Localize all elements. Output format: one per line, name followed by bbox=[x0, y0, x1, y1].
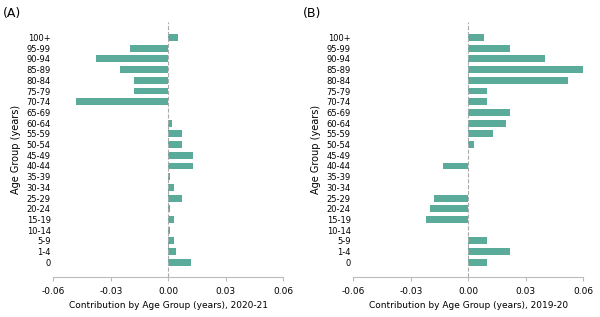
Bar bbox=[168, 152, 193, 159]
Bar bbox=[468, 77, 568, 84]
Bar bbox=[468, 45, 511, 52]
Bar bbox=[168, 163, 193, 170]
Bar bbox=[426, 216, 468, 223]
Bar bbox=[468, 109, 511, 116]
Bar bbox=[168, 141, 182, 148]
Bar bbox=[95, 55, 168, 62]
X-axis label: Contribution by Age Group (years), 2019-20: Contribution by Age Group (years), 2019-… bbox=[368, 301, 568, 310]
Bar bbox=[168, 259, 191, 266]
Bar bbox=[168, 173, 170, 180]
Bar bbox=[134, 77, 168, 84]
Bar bbox=[434, 195, 468, 202]
Bar bbox=[76, 98, 168, 105]
Bar bbox=[168, 195, 182, 202]
Bar bbox=[468, 130, 493, 137]
Bar bbox=[468, 248, 511, 255]
Bar bbox=[121, 66, 168, 73]
Bar bbox=[168, 34, 178, 41]
Bar bbox=[168, 184, 174, 191]
Text: (B): (B) bbox=[303, 7, 322, 20]
Bar bbox=[468, 259, 487, 266]
Bar bbox=[130, 45, 168, 52]
Y-axis label: Age Group (years): Age Group (years) bbox=[311, 105, 321, 195]
Bar bbox=[468, 34, 484, 41]
Bar bbox=[443, 163, 468, 170]
Text: (A): (A) bbox=[3, 7, 21, 20]
Bar bbox=[168, 237, 174, 244]
Bar bbox=[168, 130, 182, 137]
Bar bbox=[134, 87, 168, 94]
Bar bbox=[168, 120, 172, 126]
Bar bbox=[168, 227, 170, 234]
Bar bbox=[430, 205, 468, 212]
Bar bbox=[468, 120, 506, 126]
Bar bbox=[468, 66, 583, 73]
Bar bbox=[468, 237, 487, 244]
Bar bbox=[468, 141, 474, 148]
Bar bbox=[168, 216, 174, 223]
Bar bbox=[168, 248, 176, 255]
Bar bbox=[468, 98, 487, 105]
Bar bbox=[168, 205, 170, 212]
X-axis label: Contribution by Age Group (years), 2020-21: Contribution by Age Group (years), 2020-… bbox=[69, 301, 268, 310]
Bar bbox=[468, 55, 545, 62]
Bar bbox=[468, 87, 487, 94]
Y-axis label: Age Group (years): Age Group (years) bbox=[11, 105, 21, 195]
